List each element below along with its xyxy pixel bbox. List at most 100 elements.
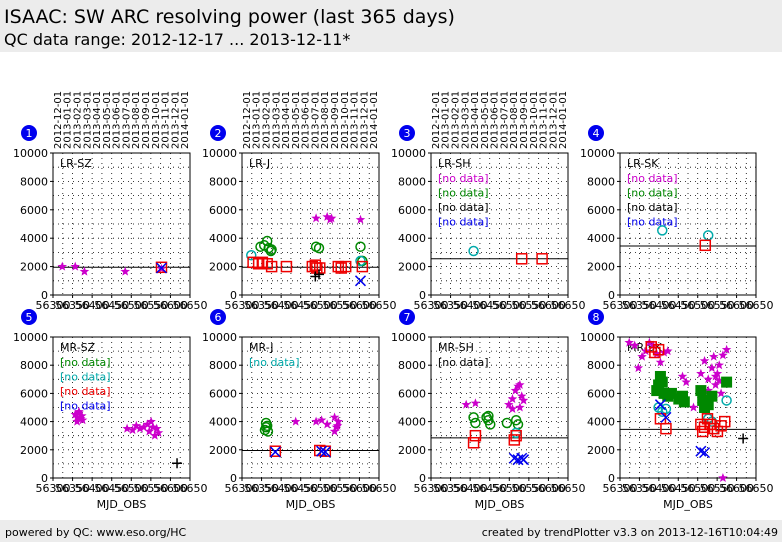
x-tick-label: 56350	[433, 299, 468, 312]
date-tick-label: 2013-09-01	[330, 91, 341, 149]
x-tick-label: 56300	[36, 299, 71, 312]
y-tick-label: 0	[419, 289, 426, 302]
data-point	[261, 235, 273, 247]
data-point	[354, 275, 367, 287]
date-tick-label: 2013-06-01	[112, 91, 123, 149]
y-tick-label: 0	[419, 472, 426, 485]
y-tick-label: 4000	[398, 232, 426, 245]
data-point	[483, 410, 494, 422]
x-tick-label: 56550	[322, 482, 357, 495]
x-tick-label: 56450	[661, 299, 696, 312]
data-point	[72, 416, 82, 426]
x-tick-label: 56350	[244, 299, 279, 312]
x-tick-label: 56500	[492, 482, 527, 495]
data-point	[322, 419, 332, 429]
data-point	[316, 415, 327, 425]
data-point	[654, 399, 666, 411]
date-tick-label: 2012-12-01	[242, 91, 253, 149]
data-point	[709, 351, 719, 361]
data-point	[719, 415, 731, 428]
data-point	[332, 260, 345, 273]
x-tick-label: 56650	[173, 482, 208, 495]
panel-label: LR-SZ	[60, 157, 92, 170]
date-tick-label: 2013-01-01	[441, 91, 452, 149]
data-point	[326, 213, 337, 223]
x-tick-label: 56650	[551, 482, 586, 495]
date-tick-label: 2014-01-01	[180, 91, 191, 149]
data-point	[696, 368, 706, 378]
x-axis-label: MJD_OBS	[663, 498, 713, 511]
x-tick-label: 56650	[739, 299, 774, 312]
data-point	[703, 385, 713, 395]
no-data-label: [no data]	[627, 187, 678, 200]
data-point	[70, 409, 80, 419]
data-point	[699, 356, 710, 365]
plot-frame	[241, 336, 380, 479]
y-tick-label: 6000	[398, 204, 426, 217]
no-data-label: [no data]	[60, 400, 111, 413]
data-point	[148, 422, 158, 432]
data-point	[280, 260, 293, 273]
panel-number-badge	[399, 125, 415, 141]
data-point	[507, 394, 518, 404]
data-point	[721, 376, 733, 388]
x-tick-label: 56400	[75, 482, 110, 495]
x-tick-label: 56600	[719, 482, 754, 495]
plot-frame	[430, 336, 569, 479]
no-data-label: [no data]	[60, 371, 111, 384]
data-point	[77, 415, 88, 425]
data-point	[536, 253, 548, 265]
data-point	[260, 421, 272, 433]
data-point	[269, 446, 281, 458]
data-point	[696, 425, 709, 438]
data-point	[329, 412, 340, 422]
panel-number-badge	[21, 125, 37, 141]
x-axis-label: MJD_OBS	[475, 498, 525, 511]
data-point	[355, 214, 366, 224]
data-point	[652, 348, 662, 358]
y-tick-label: 8000	[20, 359, 48, 372]
no-data-label: [no data]	[438, 356, 489, 369]
x-tick-label: 56300	[414, 482, 449, 495]
data-point	[738, 433, 749, 444]
x-tick-label: 56600	[531, 482, 566, 495]
chart-panel-1: 1020004000600080001000056300563505640056…	[13, 91, 208, 312]
data-point	[718, 473, 728, 482]
data-point	[469, 429, 482, 442]
date-tick-label: 2013-02-01	[72, 91, 83, 149]
no-data-label: [no data]	[438, 201, 489, 214]
date-tick-label: 2013-04-01	[281, 91, 292, 149]
data-point	[710, 379, 721, 389]
data-point	[652, 343, 665, 356]
date-tick-label: 2013-04-01	[92, 91, 103, 149]
y-tick-label: 0	[41, 289, 48, 302]
x-tick-label: 56550	[133, 482, 168, 495]
y-tick-label: 4000	[209, 232, 237, 245]
x-tick-label: 56500	[680, 482, 715, 495]
data-point	[515, 402, 525, 412]
data-point	[681, 377, 691, 387]
date-tick-label: 2013-01-01	[63, 91, 74, 149]
plot-frame	[619, 336, 757, 479]
page-title: ISAAC: SW ARC resolving power (last 365 …	[4, 6, 455, 28]
date-tick-label: 2013-07-01	[121, 91, 132, 149]
data-point	[322, 211, 332, 221]
data-series-group	[259, 412, 343, 458]
data-point	[718, 350, 728, 360]
data-point	[144, 426, 154, 436]
panel-number-badge	[588, 125, 604, 141]
no-data-label: [no data]	[60, 356, 111, 369]
x-tick-label: 56450	[94, 299, 129, 312]
data-point	[712, 368, 723, 378]
date-tick-label: 2013-12-01	[170, 91, 181, 149]
data-point	[504, 399, 514, 409]
data-point	[70, 261, 80, 271]
data-series-group	[461, 379, 530, 466]
data-point	[656, 376, 668, 388]
plot-frame	[52, 336, 191, 479]
data-point	[74, 408, 84, 418]
y-tick-label: 10000	[202, 331, 237, 344]
x-tick-label: 56550	[322, 299, 357, 312]
data-point	[332, 420, 343, 430]
no-data-label: [no data]	[438, 216, 489, 229]
